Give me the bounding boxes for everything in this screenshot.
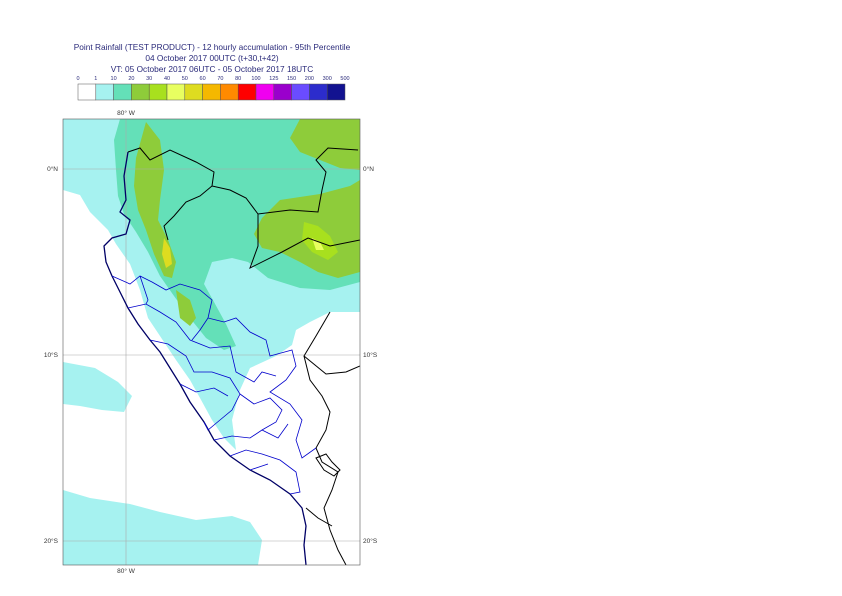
lake-titicaca — [315, 453, 341, 477]
legend-threshold-label: 10 — [111, 76, 117, 82]
color-legend: 0 1 10 20 30 40 50 60 70 80 100 125 150 200 300 500 — [76, 76, 350, 101]
rain-shade-ocean-2 — [63, 490, 262, 565]
legend-threshold-label: 200 — [305, 76, 314, 82]
legend-threshold-label: 1 — [94, 76, 97, 82]
country-border — [127, 147, 360, 565]
legend-threshold-label: 40 — [164, 76, 170, 82]
legend-threshold-label: 150 — [287, 76, 296, 82]
legend-threshold-label: 70 — [217, 76, 223, 82]
title-line-2: 04 October 2017 00UTC (t+30,t+42) — [145, 53, 279, 63]
rain-shade-10-20 — [114, 119, 360, 350]
rain-shade-20-30-ne — [290, 119, 360, 170]
legend-threshold-label: 80 — [235, 76, 241, 82]
map-frame — [62, 118, 361, 566]
legend-threshold-label: 60 — [200, 76, 206, 82]
lon-label-bottom: 80° W — [117, 567, 136, 575]
rain-shade-ocean-1 — [63, 362, 132, 412]
legend-threshold-label: 300 — [323, 76, 332, 82]
lat-label-right-0: 0°N — [363, 165, 374, 173]
legend-swatch-14 — [326, 83, 346, 101]
legend-threshold-label: 0 — [76, 76, 79, 82]
lon-label-top: 80° W — [117, 109, 136, 117]
legend-threshold-label: 100 — [251, 76, 260, 82]
legend-threshold-label: 30 — [146, 76, 152, 82]
rain-shade-20-30-andes — [134, 122, 176, 278]
legend-threshold-label: 125 — [269, 76, 278, 82]
legend-threshold-label: 50 — [182, 76, 188, 82]
rain-shade-20-30-mid — [176, 290, 196, 326]
regional-borders — [111, 275, 317, 495]
lat-label-left-0: 0°N — [47, 165, 58, 173]
legend-threshold-label: 20 — [128, 76, 134, 82]
title-line-1: Point Rainfall (TEST PRODUCT) - 12 hourl… — [73, 42, 351, 52]
chart-title-block: Point Rainfall (TEST PRODUCT) - 12 hourl… — [0, 42, 424, 75]
legend-threshold-label: 500 — [340, 76, 349, 82]
rain-shade-30-40 — [302, 222, 338, 260]
lat-label-right-20: 20°S — [363, 537, 378, 545]
coastline — [103, 151, 307, 565]
lat-label-right-10: 10°S — [363, 351, 378, 359]
rain-shade-40-50-andes — [162, 238, 172, 268]
lat-label-left-10: 10°S — [44, 351, 59, 359]
title-line-3: VT: 05 October 2017 06UTC - 05 October 2… — [110, 64, 314, 74]
lat-label-left-20: 20°S — [44, 537, 59, 545]
